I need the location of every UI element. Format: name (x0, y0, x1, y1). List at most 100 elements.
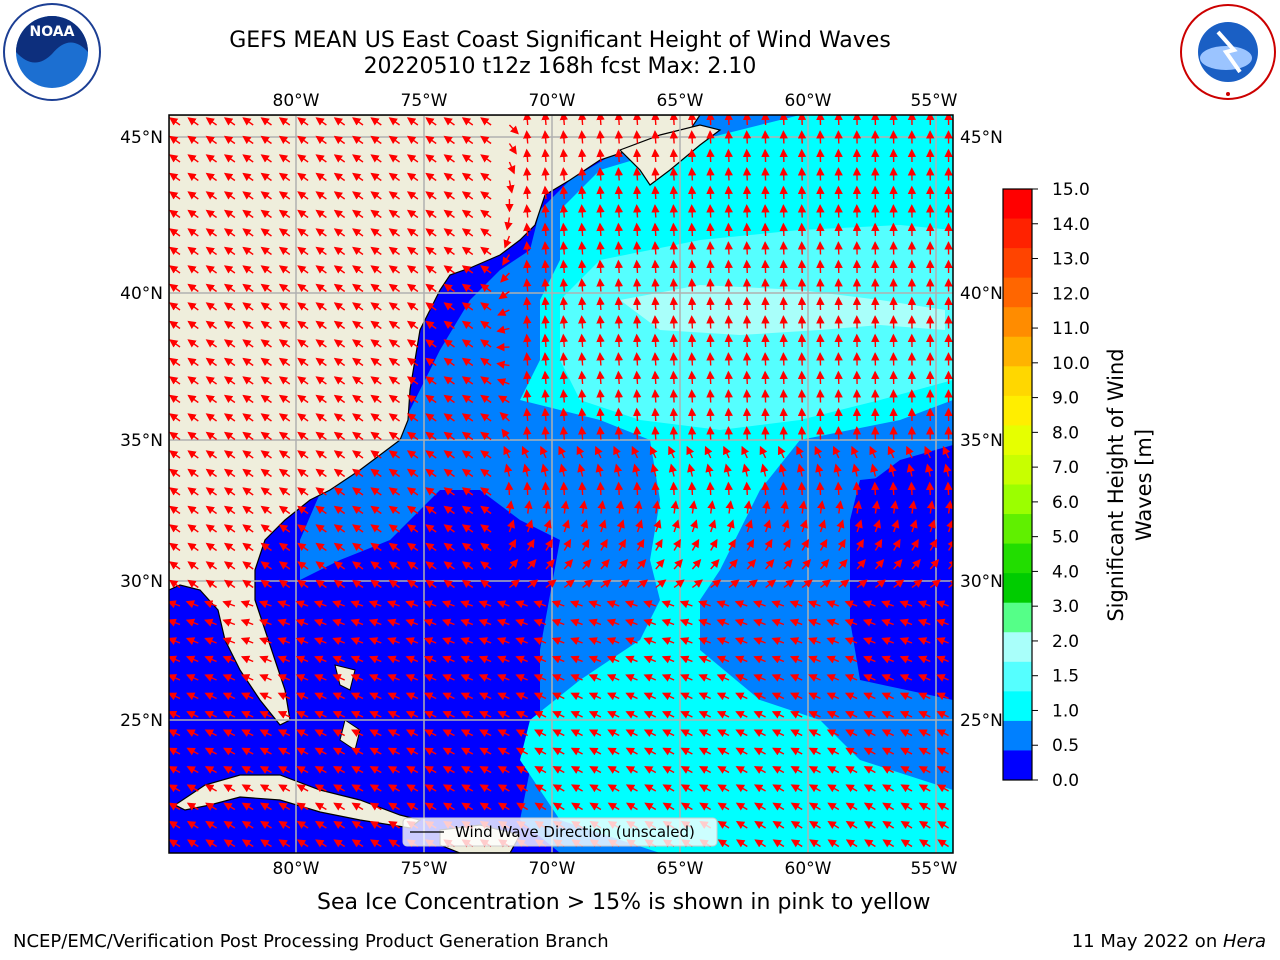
wave-direction-arrow (706, 148, 715, 163)
wave-direction-arrow (425, 505, 437, 515)
wave-direction-arrow (406, 135, 419, 145)
wave-direction-arrow (614, 185, 624, 200)
wave-direction-arrow (443, 302, 455, 311)
wave-direction-arrow (618, 538, 627, 551)
wave-direction-arrow (388, 154, 401, 163)
wave-direction-arrow (205, 339, 218, 348)
wave-direction-arrow (779, 352, 788, 366)
wave-direction-arrow (814, 445, 823, 459)
wave-direction-arrow (370, 561, 382, 570)
colorbar-label-line2: Waves [m] (1132, 429, 1156, 541)
wave-direction-arrow (706, 407, 715, 422)
lat-tick-right: 35°N (960, 431, 1003, 451)
wave-direction-arrow (352, 191, 364, 200)
wave-direction-arrow (761, 352, 770, 366)
wave-direction-arrow (333, 468, 346, 478)
wave-direction-arrow (504, 463, 513, 477)
wave-direction-arrow (651, 352, 660, 366)
wave-direction-arrow (405, 600, 419, 609)
wave-direction-arrow (260, 376, 272, 385)
wave-direction-arrow (223, 339, 236, 348)
wave-direction-arrow (669, 115, 679, 126)
wave-direction-arrow (706, 333, 715, 348)
wave-direction-arrow (690, 519, 698, 533)
wave-direction-arrow (742, 333, 752, 348)
wave-direction-arrow (559, 167, 569, 181)
wave-direction-arrow (370, 431, 382, 441)
wave-direction-arrow (480, 542, 492, 552)
wave-direction-arrow (507, 519, 515, 533)
wave-direction-arrow (277, 600, 291, 609)
wave-direction-arrow (541, 204, 550, 218)
wave-direction-arrow (723, 445, 731, 459)
wave-direction-arrow (632, 370, 642, 385)
wave-direction-arrow (223, 209, 236, 219)
wave-direction-arrow (908, 500, 917, 514)
wave-direction-arrow (588, 600, 602, 609)
wave-direction-arrow (333, 561, 346, 570)
wave-direction-arrow (352, 431, 364, 441)
wave-direction-arrow (352, 135, 364, 145)
wave-direction-arrow (551, 618, 565, 627)
wave-direction-arrow (761, 259, 770, 274)
wave-direction-arrow (222, 600, 236, 609)
wave-direction-arrow (480, 117, 492, 126)
wave-direction-arrow (909, 519, 918, 533)
wave-direction-arrow (541, 315, 550, 329)
wave-direction-arrow (461, 135, 474, 145)
wave-direction-arrow (669, 370, 679, 385)
wave-direction-arrow (297, 117, 309, 126)
wave-direction-arrow (706, 259, 715, 274)
wave-direction-arrow (242, 228, 254, 237)
wave-direction-arrow (706, 352, 715, 366)
colorbar-cell (1003, 602, 1032, 633)
wave-direction-arrow (761, 389, 770, 403)
wave-direction-arrow (596, 148, 605, 163)
wave-direction-arrow (632, 278, 642, 292)
wave-direction-arrow (352, 561, 364, 570)
wave-direction-arrow (297, 524, 309, 533)
wave-direction-arrow (443, 524, 455, 533)
wave-direction-arrow (425, 468, 437, 478)
wave-direction-arrow (223, 302, 236, 311)
wave-direction-arrow (705, 463, 714, 477)
wave-direction-arrow (523, 259, 532, 274)
wave-direction-arrow (223, 265, 236, 274)
wave-direction-arrow (724, 426, 733, 440)
wave-direction-arrow (169, 579, 181, 589)
wave-direction-arrow (242, 265, 254, 274)
wave-direction-arrow (578, 426, 587, 440)
wave-direction-arrow (406, 191, 419, 200)
wave-direction-arrow (540, 445, 548, 459)
wave-direction-arrow (906, 463, 915, 477)
wave-direction-arrow (544, 538, 553, 551)
wave-direction-arrow (771, 600, 785, 609)
wave-direction-arrow (632, 426, 642, 440)
wave-direction-arrow (852, 481, 862, 496)
wave-direction-arrow (461, 376, 474, 385)
wave-direction-arrow (333, 228, 346, 237)
wave-direction-arrow (443, 394, 455, 404)
wave-direction-arrow (651, 481, 660, 496)
wave-direction-arrow (525, 519, 534, 533)
wave-direction-arrow (205, 468, 218, 478)
wave-direction-arrow (260, 283, 272, 293)
wave-direction-arrow (295, 600, 309, 609)
wave-direction-arrow (406, 468, 419, 478)
wave-direction-arrow (799, 519, 808, 533)
wave-direction-arrow (297, 394, 309, 404)
wave-direction-arrow (461, 505, 474, 515)
wave-direction-arrow (423, 600, 437, 609)
wave-direction-arrow (332, 600, 345, 609)
wave-direction-arrow (461, 561, 474, 570)
wave-direction-arrow (370, 524, 382, 533)
wave-direction-arrow (578, 407, 587, 422)
lon-tick-top: 75°W (401, 91, 448, 111)
nws-logo (1178, 2, 1278, 102)
wave-direction-arrow (480, 450, 492, 459)
colorbar-cell (1003, 543, 1032, 574)
wave-direction-arrow (352, 505, 364, 515)
wave-direction-arrow (406, 339, 419, 348)
wave-direction-arrow (576, 445, 585, 459)
